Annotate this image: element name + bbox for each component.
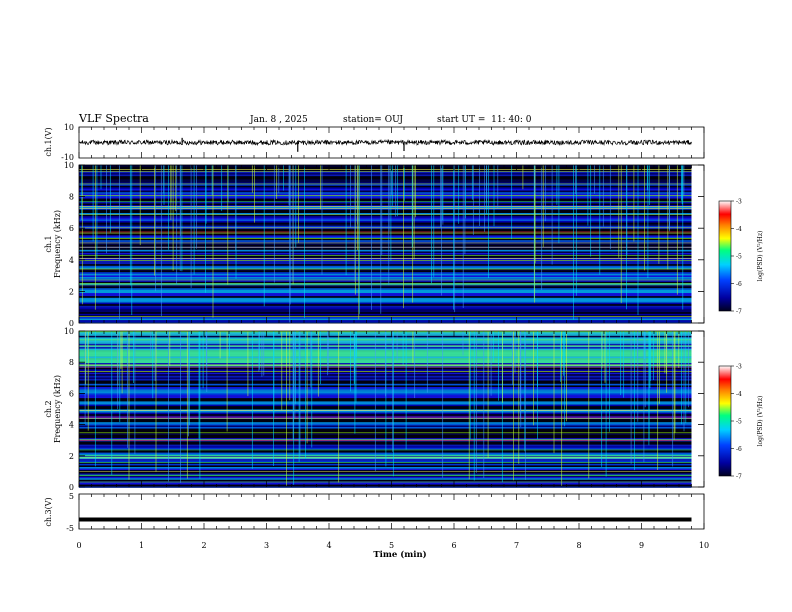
time-axis-tick-label: 3 xyxy=(264,541,269,550)
time-axis-tick-label: 6 xyxy=(451,541,456,550)
ch1-ytick-bottom: -10 xyxy=(61,153,74,162)
time-axis-tick-label: 4 xyxy=(326,541,331,550)
ch1-spectrogram-streaks xyxy=(81,165,704,323)
time-axis-tick-label: 2 xyxy=(201,541,206,550)
ch1-spectrogram-bands xyxy=(79,165,692,324)
ch1-colorbar-gradient xyxy=(718,200,732,312)
ch1-spectrogram-ylabel-frequency: Frequency (kHz) xyxy=(53,210,62,278)
colorbar-tick-label: -3 xyxy=(736,199,742,206)
ch1-ytick-label: 8 xyxy=(69,193,74,202)
time-axis-tick-label: 9 xyxy=(639,541,644,550)
colorbar-tick-label: -4 xyxy=(736,391,742,398)
colorbar-tick-label: -3 xyxy=(736,364,742,371)
ch1-ytick-label: 10 xyxy=(64,161,74,170)
ch3-waveform-panel: 5 -5 ch.3(V) xyxy=(44,492,705,533)
ch1-ytick-top: 10 xyxy=(64,123,74,132)
ch2-colorbar-gradient xyxy=(718,365,732,477)
colorbar-tick-label: -7 xyxy=(736,474,742,481)
time-axis-tick-label: 8 xyxy=(576,541,581,550)
ch2-ytick-label: 4 xyxy=(69,421,74,430)
ch1-spectrogram-ylabel-channel: ch.1 xyxy=(44,235,53,252)
ch3-ytick-top: 5 xyxy=(69,492,74,501)
ch2-spectrogram-ylabel-frequency: Frequency (kHz) xyxy=(53,375,62,443)
time-axis-tick-label: 7 xyxy=(514,541,519,550)
date-label: Jan. 8 , 2025 xyxy=(250,115,308,125)
colorbar-tick-label: -5 xyxy=(736,254,742,261)
time-axis-tick-label: 0 xyxy=(76,541,81,550)
ch2-ytick-label: 8 xyxy=(69,358,74,367)
ch2-ytick-label: 2 xyxy=(69,452,74,461)
time-axis-tick-labels: 0 1 2 3 4 5 6 7 8 9 10 xyxy=(76,541,709,550)
time-axis-tick-label: 1 xyxy=(139,541,144,550)
chart-title: VLF Spectra xyxy=(79,112,149,125)
ch1-waveform-panel: 10 -10 ch.1(V) xyxy=(44,123,705,162)
start-time-label: start UT = 11: 40: 0 xyxy=(437,115,532,125)
station-label: station= OUJ xyxy=(343,115,404,125)
ch2-colorbar: -3 -4 -5 -6 -7 log(PSD) (V²/Hz) xyxy=(718,364,764,481)
colorbar-tick-label: -6 xyxy=(736,446,742,453)
ch1-ytick-label: 6 xyxy=(69,224,74,233)
ch2-spectrogram-panel: 0 2 4 6 8 10 ch.2 Frequency (kHz) xyxy=(44,327,705,492)
ch1-ytick-label: 2 xyxy=(69,287,74,296)
colorbar-tick-label: -5 xyxy=(736,419,742,426)
ch2-ytick-label: 6 xyxy=(69,389,74,398)
ch1-colorbar-label: log(PSD) (V²/Hz) xyxy=(757,231,764,282)
time-axis-tick-label: 10 xyxy=(699,541,709,550)
ch1-spectrogram-panel: 0 2 4 6 8 10 ch.1 Frequency (kHz) xyxy=(44,161,705,328)
ch2-ytick-label: 10 xyxy=(64,327,74,336)
time-axis-label: Time (min) xyxy=(373,549,426,560)
ch3-waveform-ylabel: ch.3(V) xyxy=(44,497,53,526)
time-axis-tick-label: 5 xyxy=(389,541,394,550)
ch1-ytick-label: 4 xyxy=(69,256,74,265)
colorbar-tick-label: -6 xyxy=(736,281,742,288)
colorbar-tick-label: -7 xyxy=(736,309,742,316)
ch3-ytick-bottom: -5 xyxy=(66,524,74,533)
ch2-spectrogram-streaks xyxy=(84,331,704,487)
colorbar-tick-label: -4 xyxy=(736,226,742,233)
ch2-colorbar-label: log(PSD) (V²/Hz) xyxy=(757,396,764,447)
ch1-waveform-noise xyxy=(78,138,692,147)
time-axis-ticks xyxy=(78,127,705,529)
ch1-ytick-label: 0 xyxy=(69,319,74,328)
ch1-waveform-ylabel: ch.1(V) xyxy=(44,127,53,156)
ch2-spectrogram-ylabel-channel: ch.2 xyxy=(44,400,53,417)
ch1-waveform-trace xyxy=(78,137,692,152)
ch1-colorbar: -3 -4 -5 -6 -7 log(PSD) (V²/Hz) xyxy=(718,199,764,316)
ch2-ytick-label: 0 xyxy=(69,483,74,492)
